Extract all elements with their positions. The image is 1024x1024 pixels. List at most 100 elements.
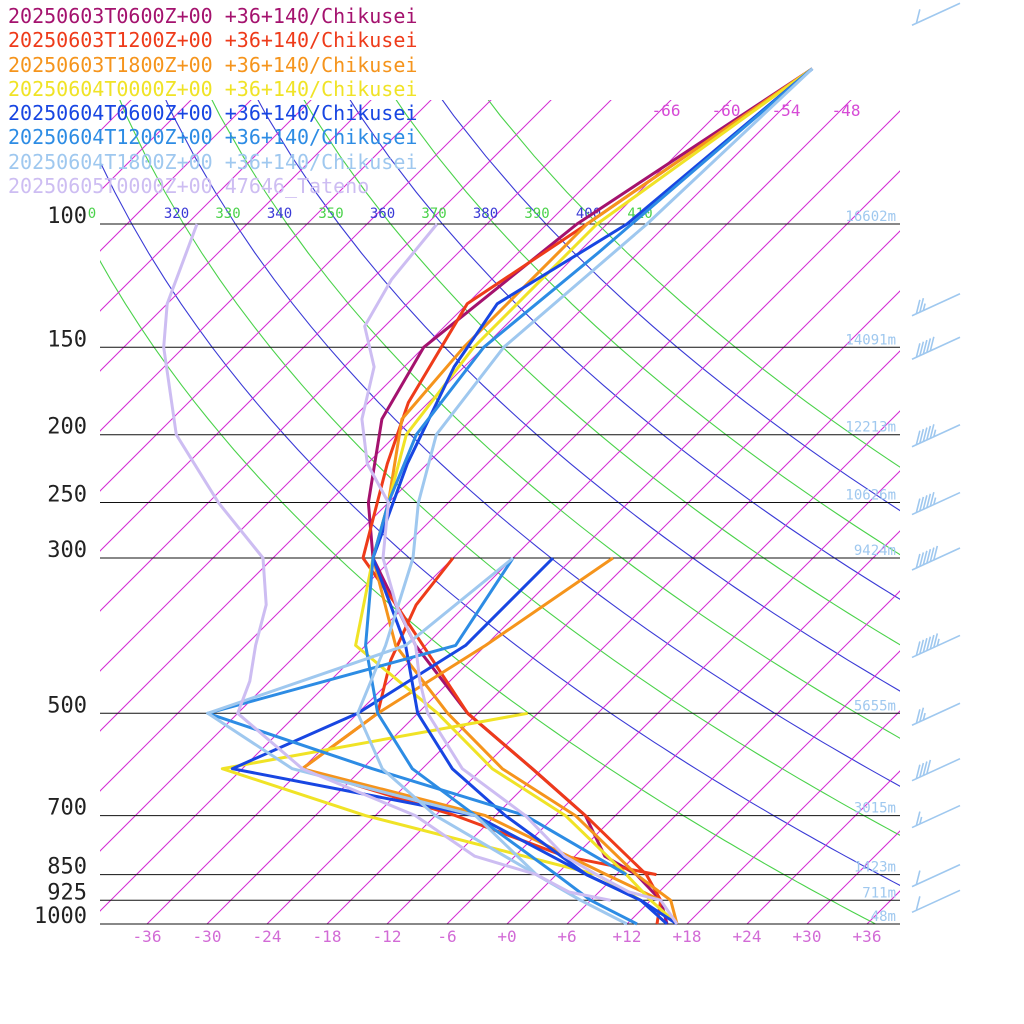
wind-barb: [911, 293, 961, 317]
isotherm--114: [100, 100, 192, 192]
theta-label: 390: [524, 206, 549, 222]
temperature-profile-1: [366, 67, 814, 925]
height-label: 16602m: [845, 209, 896, 225]
isotherm-12: [626, 650, 900, 924]
temperature-tick-label: +18: [673, 927, 702, 946]
pressure-tick-label: 300: [47, 538, 87, 563]
temperature-profile-6: [364, 67, 814, 926]
temperature-tick-label: +0: [497, 927, 516, 946]
temperature-tick-label: -12: [373, 927, 402, 946]
theta-label: 360: [370, 206, 395, 222]
dry-adiabat-390: [395, 100, 900, 556]
isotherm-18: [686, 710, 900, 924]
theta-label: 380: [473, 206, 498, 222]
dewpoint-profile-3: [300, 556, 662, 902]
temperature-profile-5: [371, 67, 814, 926]
legend-entry: 20250604T1800Z+00 +36+140/Chikusei: [8, 149, 418, 174]
legend-entry: 20250604T0600Z+00 +36+140/Chikusei: [8, 101, 418, 126]
pressure-tick-label: 200: [47, 415, 87, 440]
wind-barb: [911, 757, 961, 782]
dry-adiabat-380: [349, 100, 900, 600]
wind-barb: [911, 889, 961, 914]
isotherm--6: [446, 470, 900, 924]
pressure-tick-label: 1000: [34, 904, 87, 929]
wind-barb: [911, 336, 961, 360]
pressure-tick-label: 700: [47, 796, 87, 821]
dry-adiabat-310: [100, 259, 877, 924]
temperature-tick-label: -30: [193, 927, 222, 946]
dry-adiabat-400: [441, 100, 900, 512]
dewpoint-profile-5: [230, 556, 669, 926]
pressure-tick-label: 100: [47, 204, 87, 229]
theta-label: 330: [215, 206, 240, 222]
height-label: 14091m: [845, 332, 896, 348]
wind-barb: [911, 545, 961, 571]
height-label: 3015m: [854, 801, 896, 817]
height-label: 1423m: [854, 860, 896, 876]
wind-barb: [911, 804, 961, 829]
dry-adiabat-lines: [100, 100, 900, 924]
temperature-profile-3: [371, 67, 814, 925]
wind-barb: [911, 863, 961, 888]
isotherm-0: [506, 530, 900, 924]
pressure-tick-label: 925: [47, 880, 87, 905]
dry-adiabat-370: [303, 100, 900, 646]
isotherm--90: [100, 100, 432, 432]
pressure-tick-label: 850: [47, 855, 87, 880]
legend-entry: 20250603T0600Z+00 +36+140/Chikusei: [8, 4, 418, 28]
dry-adiabat-360: [257, 100, 900, 692]
dewpoint-profile-6: [206, 557, 628, 876]
dry-adiabat-350: [211, 100, 900, 739]
temperature-profile-8: [360, 223, 679, 925]
isotherm--108: [100, 100, 252, 252]
theta-label: 0: [88, 206, 96, 222]
isotherm-30: [806, 830, 900, 924]
temperature-tick-label: -6: [437, 927, 456, 946]
temperature-tick-label: +24: [733, 927, 762, 946]
theta-labels: 0 320 330 340 350 360 370 380 390 400 410: [88, 206, 653, 222]
theta-label: 320: [164, 206, 189, 222]
temperature-tick-label: +6: [557, 927, 576, 946]
height-label: 48m: [871, 909, 896, 925]
mixing-ratio-labels: -66 -60 -54 -48: [652, 101, 861, 120]
legend-entry: 20250604T1200Z+00 +36+140/Chikusei: [8, 125, 418, 150]
legend-entry: 20250605T0000Z+00 47646_Tateno: [8, 174, 370, 199]
wind-barb: [911, 633, 961, 659]
isotherm-36: [866, 890, 900, 924]
chart-legend: 20250603T0600Z+00 +36+140/Chikusei 202506…: [8, 4, 417, 198]
legend-entry: 20250603T1800Z+00 +36+140/Chikusei: [8, 52, 418, 77]
mixing-ratio-label: -60: [712, 101, 741, 120]
wind-barb: [911, 423, 961, 448]
pressure-tick-label: 500: [47, 693, 87, 718]
pressure-tick-label: 250: [47, 483, 87, 508]
wind-barb: [911, 491, 961, 516]
theta-label: 350: [318, 206, 343, 222]
height-label: 711m: [862, 885, 896, 901]
height-label: 10626m: [845, 488, 896, 504]
temperature-axis: -36 -30 -24 -18 -12 -6 +0 +6 +12 +18 +24 +30 +36: [133, 927, 882, 946]
legend-entry: 20250603T1200Z+00 +36+140/Chikusei: [8, 28, 418, 53]
height-label: 5655m: [854, 698, 896, 714]
wind-barb: [911, 702, 961, 727]
mixing-ratio-label: -54: [772, 101, 801, 120]
pressure-tick-label: 150: [47, 327, 87, 352]
height-label: 9424m: [854, 543, 896, 559]
dewpoint-profile-8: [162, 223, 611, 902]
mixing-ratio-label: -66: [652, 101, 681, 120]
legend-entry: 20250604T0000Z+00 +36+140/Chikusei: [8, 76, 418, 101]
temperature-tick-label: -18: [313, 927, 342, 946]
isobar-lines: [100, 223, 900, 925]
theta-label: 340: [267, 206, 292, 222]
temperature-tick-label: -36: [133, 927, 162, 946]
sounding-profiles: [162, 67, 814, 926]
temperature-tick-label: +36: [853, 927, 882, 946]
isotherm--120: [100, 100, 132, 132]
temperature-tick-label: +30: [793, 927, 822, 946]
mixing-ratio-label: -48: [832, 101, 861, 120]
isotherm-6: [566, 590, 900, 924]
height-label: 12213m: [845, 420, 896, 436]
temperature-tick-label: +12: [613, 927, 642, 946]
wind-barb: [911, 2, 961, 27]
